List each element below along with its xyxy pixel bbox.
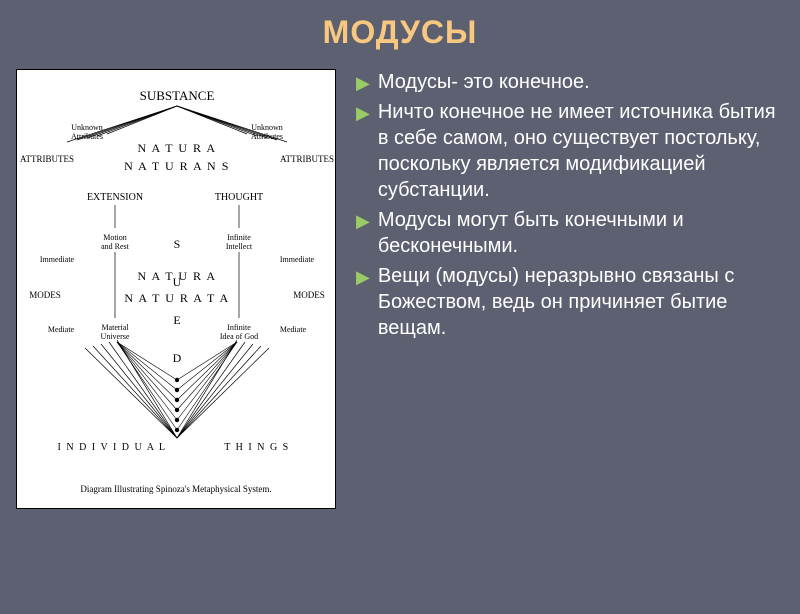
page-title: МОДУСЫ bbox=[0, 14, 800, 51]
svg-text:Intellect: Intellect bbox=[226, 242, 253, 251]
svg-text:ATTRIBUTES: ATTRIBUTES bbox=[280, 154, 334, 164]
bullet-item: ▶ Ничто конечное не имеет источника бытия… bbox=[356, 99, 784, 203]
svg-text:Infinite: Infinite bbox=[227, 233, 251, 242]
diagram-svg: SUBSTANCEUnknownAttributesUnknownAttribu… bbox=[17, 70, 337, 480]
svg-text:and Rest: and Rest bbox=[101, 242, 130, 251]
bullet-item: ▶ Модусы могут быть конечными и бесконечн… bbox=[356, 207, 784, 259]
svg-text:I N D I V I D U A L: I N D I V I D U A L bbox=[58, 442, 167, 453]
svg-text:Material: Material bbox=[101, 323, 129, 332]
bullet-text: Модусы- это конечное. bbox=[378, 69, 590, 95]
svg-text:MODES: MODES bbox=[293, 290, 325, 300]
svg-text:E: E bbox=[173, 313, 180, 327]
svg-text:Mediate: Mediate bbox=[48, 325, 75, 334]
svg-text:EXTENSION: EXTENSION bbox=[87, 192, 143, 203]
spinoza-diagram: SUBSTANCEUnknownAttributesUnknownAttribu… bbox=[16, 69, 336, 509]
bullet-item: ▶ Вещи (модусы) неразрывно связаны с Боже… bbox=[356, 263, 784, 341]
bullet-arrow-icon: ▶ bbox=[356, 102, 370, 125]
bullet-text: Ничто конечное не имеет источника бытия … bbox=[378, 99, 784, 203]
bullet-arrow-icon: ▶ bbox=[356, 210, 370, 233]
svg-text:T H I N G S: T H I N G S bbox=[224, 442, 289, 453]
svg-text:Motion: Motion bbox=[103, 233, 127, 242]
svg-text:N A T U R A: N A T U R A bbox=[137, 141, 216, 155]
svg-text:Idea of God: Idea of God bbox=[220, 332, 258, 341]
svg-text:Immediate: Immediate bbox=[280, 255, 315, 264]
svg-text:Immediate: Immediate bbox=[40, 255, 75, 264]
bullet-item: ▶ Модусы- это конечное. bbox=[356, 69, 784, 95]
svg-text:Attributes: Attributes bbox=[251, 132, 283, 141]
svg-text:N A T U R A T A: N A T U R A T A bbox=[124, 291, 229, 305]
bullet-text: Модусы могут быть конечными и бесконечны… bbox=[378, 207, 784, 259]
svg-text:MODES: MODES bbox=[29, 290, 61, 300]
svg-text:Infinite: Infinite bbox=[227, 323, 251, 332]
content-row: SUBSTANCEUnknownAttributesUnknownAttribu… bbox=[0, 69, 800, 509]
svg-text:Mediate: Mediate bbox=[280, 325, 307, 334]
svg-text:ATTRIBUTES: ATTRIBUTES bbox=[20, 154, 74, 164]
svg-text:Attributes: Attributes bbox=[71, 132, 103, 141]
svg-text:SUBSTANCE: SUBSTANCE bbox=[140, 88, 215, 103]
svg-text:THOUGHT: THOUGHT bbox=[215, 192, 263, 203]
svg-text:N A T U R A N S: N A T U R A N S bbox=[124, 159, 230, 173]
bullet-arrow-icon: ▶ bbox=[356, 266, 370, 289]
bullet-arrow-icon: ▶ bbox=[356, 72, 370, 95]
svg-text:Unknown: Unknown bbox=[251, 123, 283, 132]
bullet-text: Вещи (модусы) неразрывно связаны с Божес… bbox=[378, 263, 784, 341]
diagram-caption: Diagram Illustrating Spinoza's Metaphysi… bbox=[17, 484, 335, 494]
svg-text:Universe: Universe bbox=[101, 332, 130, 341]
svg-text:Unknown: Unknown bbox=[71, 123, 103, 132]
svg-text:D: D bbox=[173, 351, 182, 365]
bullet-list: ▶ Модусы- это конечное. ▶ Ничто конечное не… bbox=[356, 69, 784, 509]
svg-text:S: S bbox=[174, 237, 181, 251]
svg-text:U: U bbox=[173, 275, 182, 289]
